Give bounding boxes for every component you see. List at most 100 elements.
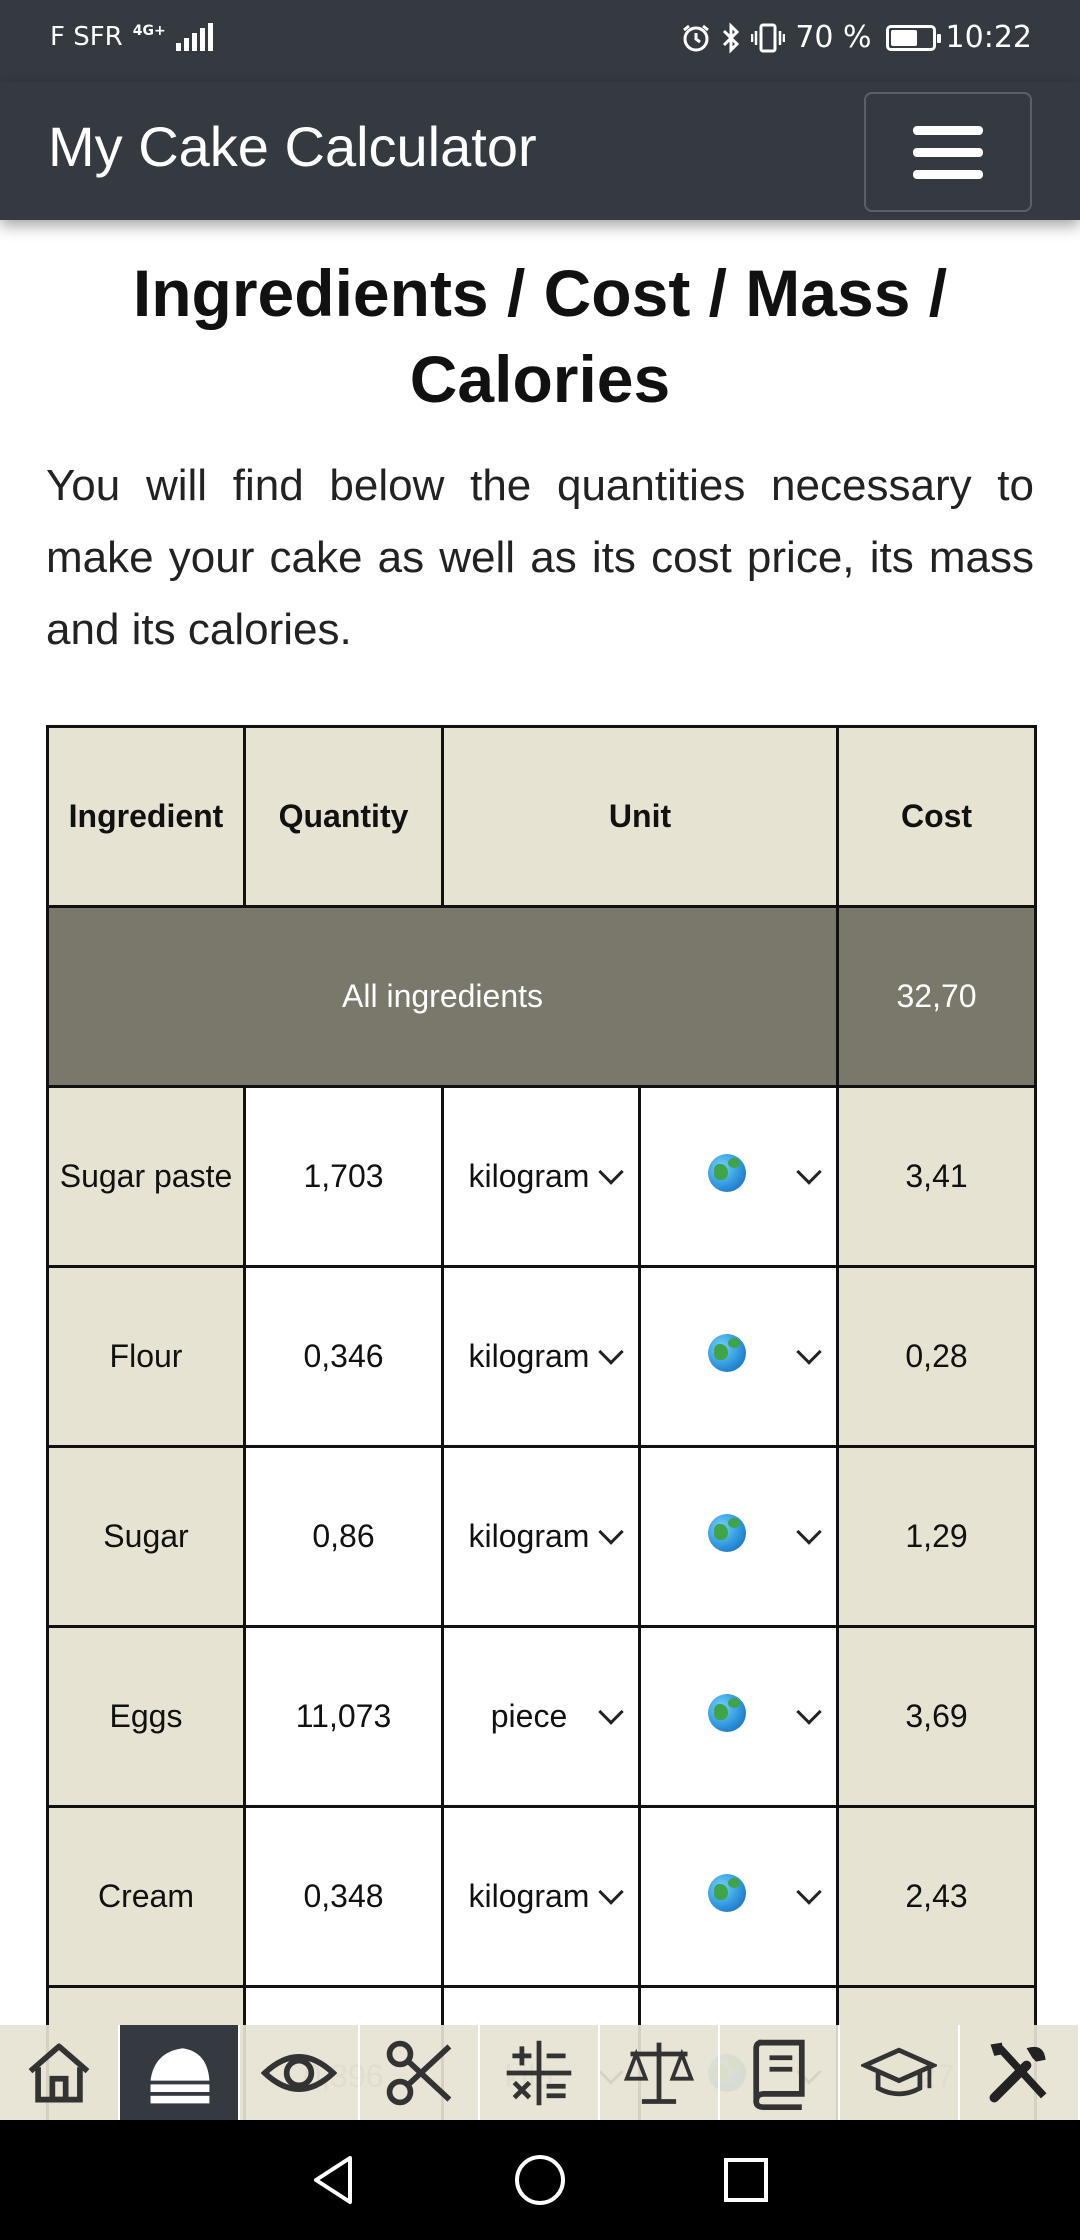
scissors-icon — [386, 2040, 452, 2105]
toolbar-home-button[interactable] — [0, 2025, 120, 2120]
total-row: All ingredients 32,70 — [45, 905, 1038, 1088]
chevron-down-icon — [796, 1698, 822, 1725]
book-icon — [753, 2039, 805, 2110]
header-ingredient: Ingredient — [46, 725, 246, 908]
unit-value: kilogram — [468, 1158, 590, 1194]
toolbar-calculator-button[interactable] — [480, 2025, 600, 2120]
toolbar-book-button[interactable] — [720, 2025, 840, 2120]
table-header-row: Ingredient Quantity Unit Cost — [46, 725, 1038, 908]
currency-select[interactable] — [637, 1625, 840, 1808]
eye-icon — [261, 2053, 337, 2092]
total-label: All ingredients — [45, 905, 840, 1088]
alarm-icon — [683, 24, 710, 51]
unit-value: kilogram — [468, 1878, 590, 1914]
table-row: Cream 0,348 kilogram 2,43 — [46, 1805, 1038, 1988]
toolbar-view-button[interactable] — [240, 2025, 360, 2120]
ingredient-name: Sugar paste — [46, 1085, 246, 1268]
chevron-down-icon — [598, 1878, 624, 1905]
toolbar-cut-button[interactable] — [360, 2025, 480, 2120]
chevron-down-icon — [796, 1338, 822, 1365]
currency-select[interactable] — [637, 1805, 840, 1988]
ingredient-name: Eggs — [46, 1625, 246, 1808]
page-title: Ingredients / Cost / Mass / Calories — [132, 256, 948, 416]
home-circle-icon[interactable] — [512, 2152, 568, 2208]
toolbar-learn-button[interactable] — [840, 2025, 960, 2120]
header-cost: Cost — [836, 725, 1038, 908]
globe-icon — [707, 1513, 746, 1552]
header-unit: Unit — [440, 725, 840, 908]
ingredient-name: Flour — [46, 1265, 246, 1448]
scale-icon — [623, 2042, 695, 2104]
ingredients-table: Ingredient Quantity Unit Cost All ingred… — [45, 725, 1038, 2168]
app-title: My Cake Calculator — [48, 115, 537, 178]
cost-value: 0,28 — [836, 1265, 1038, 1448]
total-cost: 32,70 — [836, 905, 1038, 1088]
signal-icon — [175, 23, 213, 51]
cost-value: 1,29 — [836, 1445, 1038, 1628]
unit-select[interactable]: kilogram — [441, 1265, 641, 1448]
bottom-toolbar — [0, 2025, 1080, 2120]
currency-select[interactable] — [637, 1085, 840, 1268]
toolbar-settings-button[interactable] — [960, 2025, 1080, 2120]
vibrate-icon — [751, 23, 786, 52]
quantity-value: 0,86 — [243, 1445, 444, 1628]
table-row: Sugar paste 1,703 kilogram 3,41 — [46, 1085, 1038, 1268]
quantity-value: 1,703 — [243, 1085, 444, 1268]
recents-icon[interactable] — [718, 2152, 774, 2208]
chevron-down-icon — [796, 1158, 822, 1185]
chevron-down-icon — [598, 1158, 624, 1185]
chevron-down-icon — [598, 1698, 624, 1725]
calculator-icon — [506, 2040, 572, 2105]
chevron-down-icon — [598, 1338, 624, 1365]
unit-select[interactable]: kilogram — [441, 1445, 641, 1628]
menu-button[interactable] — [864, 92, 1032, 212]
unit-select[interactable]: kilogram — [441, 1805, 641, 1988]
system-nav-bar — [0, 2120, 1080, 2240]
currency-select[interactable] — [637, 1445, 840, 1628]
unit-select[interactable]: piece — [441, 1625, 641, 1808]
toolbar-cake-button[interactable] — [120, 2025, 240, 2120]
globe-icon — [707, 1693, 746, 1732]
currency-select[interactable] — [637, 1265, 840, 1448]
table-row: Eggs 11,073 piece 3,69 — [46, 1625, 1038, 1808]
table-row: Sugar 0,86 kilogram 1,29 — [46, 1445, 1038, 1628]
chevron-down-icon — [598, 1518, 624, 1545]
globe-icon — [707, 1333, 746, 1372]
home-icon — [28, 2043, 90, 2102]
status-bar: F SFR 4G+ 70 % 10:22 — [0, 0, 1080, 82]
status-icons: 70 % 10:22 — [681, 20, 1032, 55]
header-quantity: Quantity — [243, 725, 444, 908]
ingredient-name: Cream — [46, 1805, 246, 1988]
cost-value: 3,41 — [836, 1085, 1038, 1268]
carrier-name: F SFR — [50, 22, 123, 52]
battery-fill — [890, 29, 918, 46]
carrier: F SFR 4G+ — [50, 22, 213, 52]
battery-percent: 70 % — [795, 20, 872, 55]
intro-text: You will find below the quantities neces… — [46, 461, 1034, 654]
toolbar-scale-button[interactable] — [600, 2025, 720, 2120]
unit-value: kilogram — [468, 1518, 590, 1554]
clock: 10:22 — [945, 20, 1032, 55]
back-icon[interactable] — [306, 2152, 362, 2208]
hamburger-menu-icon — [913, 125, 983, 179]
chevron-down-icon — [796, 1518, 822, 1545]
chevron-down-icon — [796, 1878, 822, 1905]
globe-icon — [707, 1873, 746, 1912]
quantity-value: 0,346 — [243, 1265, 444, 1448]
bluetooth-icon — [723, 21, 740, 54]
network-type: 4G+ — [132, 23, 166, 39]
tools-icon — [989, 2042, 1047, 2102]
ingredient-name: Sugar — [46, 1445, 246, 1628]
cake-icon — [150, 2047, 210, 2103]
cost-value: 2,43 — [836, 1805, 1038, 1988]
unit-value: piece — [490, 1698, 568, 1734]
graduation-cap-icon — [861, 2047, 937, 2096]
cost-value: 3,69 — [836, 1625, 1038, 1808]
battery-icon — [885, 24, 941, 51]
globe-icon — [707, 1153, 746, 1192]
table-row: Flour 0,346 kilogram 0,28 — [46, 1265, 1038, 1448]
app-bar: My Cake Calculator — [0, 82, 1080, 220]
unit-value: kilogram — [468, 1338, 590, 1374]
quantity-value: 11,073 — [243, 1625, 444, 1808]
unit-select[interactable]: kilogram — [441, 1085, 641, 1268]
